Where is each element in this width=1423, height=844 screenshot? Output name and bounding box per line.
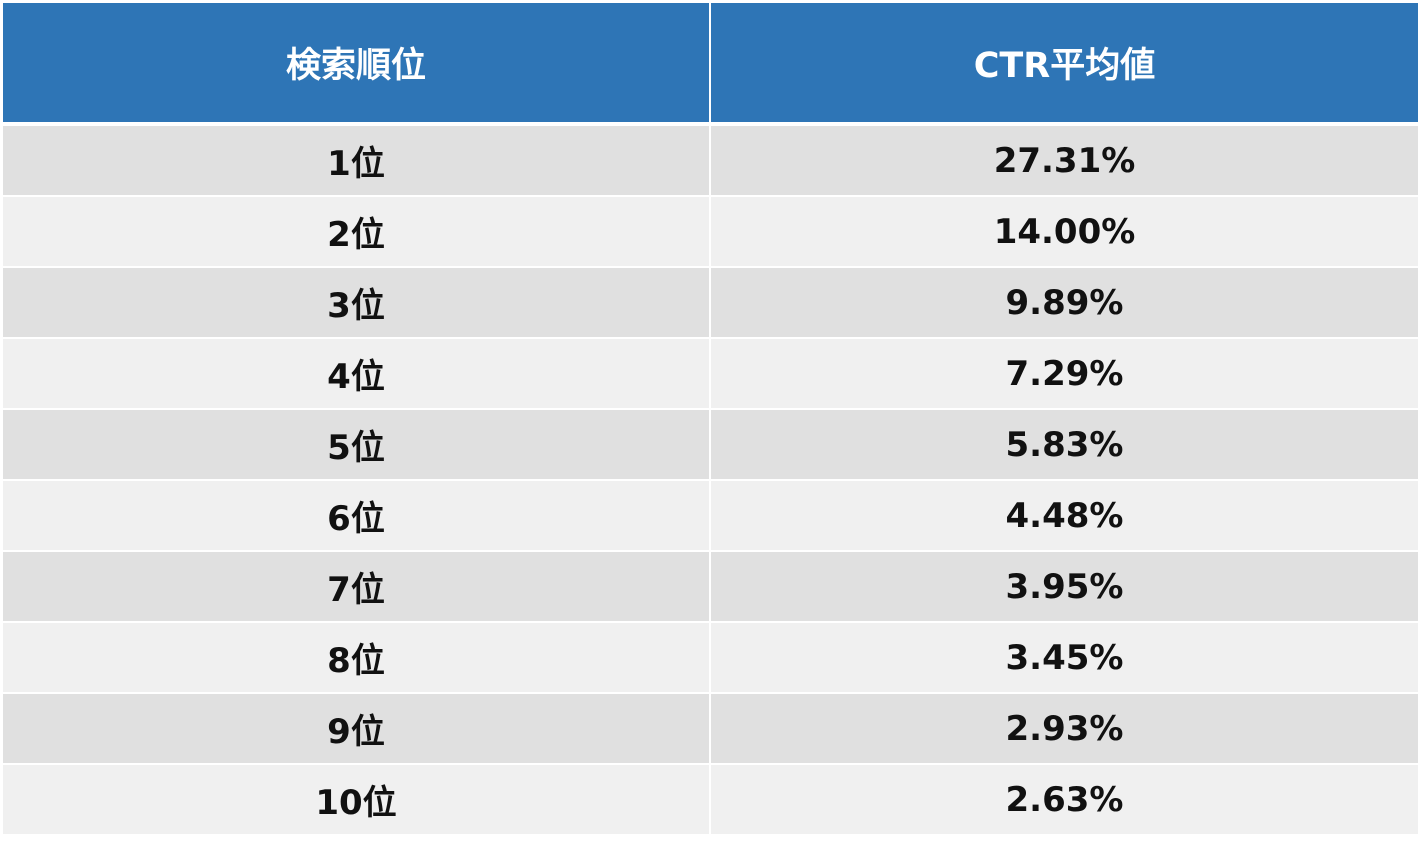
table-row: 6位 4.48% [3,480,1418,552]
ctr-cell: 5.83% [710,409,1418,481]
table-row: 10位 2.63% [3,764,1418,836]
rank-cell: 9位 [3,693,711,765]
rank-cell: 3位 [3,267,711,339]
ctr-cell: 27.31% [710,124,1418,197]
table-row: 7位 3.95% [3,551,1418,623]
ctr-cell: 2.93% [710,693,1418,765]
rank-cell: 6位 [3,480,711,552]
rank-cell: 2位 [3,196,711,268]
ctr-table: 検索順位 CTR平均値 1位 27.31% 2位 14.00% 3位 9.89%… [3,3,1418,836]
ctr-table-container: 検索順位 CTR平均値 1位 27.31% 2位 14.00% 3位 9.89%… [3,3,1418,836]
ctr-cell: 4.48% [710,480,1418,552]
rank-cell: 1位 [3,124,711,197]
ctr-cell: 3.45% [710,622,1418,694]
header-search-rank: 検索順位 [3,3,711,126]
rank-cell: 4位 [3,338,711,410]
rank-cell: 10位 [3,764,711,836]
table-row: 2位 14.00% [3,196,1418,268]
ctr-cell: 2.63% [710,764,1418,836]
table-row: 5位 5.83% [3,409,1418,481]
ctr-cell: 9.89% [710,267,1418,339]
table-row: 9位 2.93% [3,693,1418,765]
rank-cell: 8位 [3,622,711,694]
rank-cell: 5位 [3,409,711,481]
table-row: 3位 9.89% [3,267,1418,339]
header-ctr-average: CTR平均値 [710,3,1418,126]
ctr-cell: 3.95% [710,551,1418,623]
table-body: 1位 27.31% 2位 14.00% 3位 9.89% 4位 7.29% 5位… [3,124,1418,836]
table-row: 8位 3.45% [3,622,1418,694]
ctr-cell: 14.00% [710,196,1418,268]
table-header-row: 検索順位 CTR平均値 [3,3,1418,126]
table-row: 1位 27.31% [3,124,1418,197]
rank-cell: 7位 [3,551,711,623]
table-row: 4位 7.29% [3,338,1418,410]
ctr-cell: 7.29% [710,338,1418,410]
